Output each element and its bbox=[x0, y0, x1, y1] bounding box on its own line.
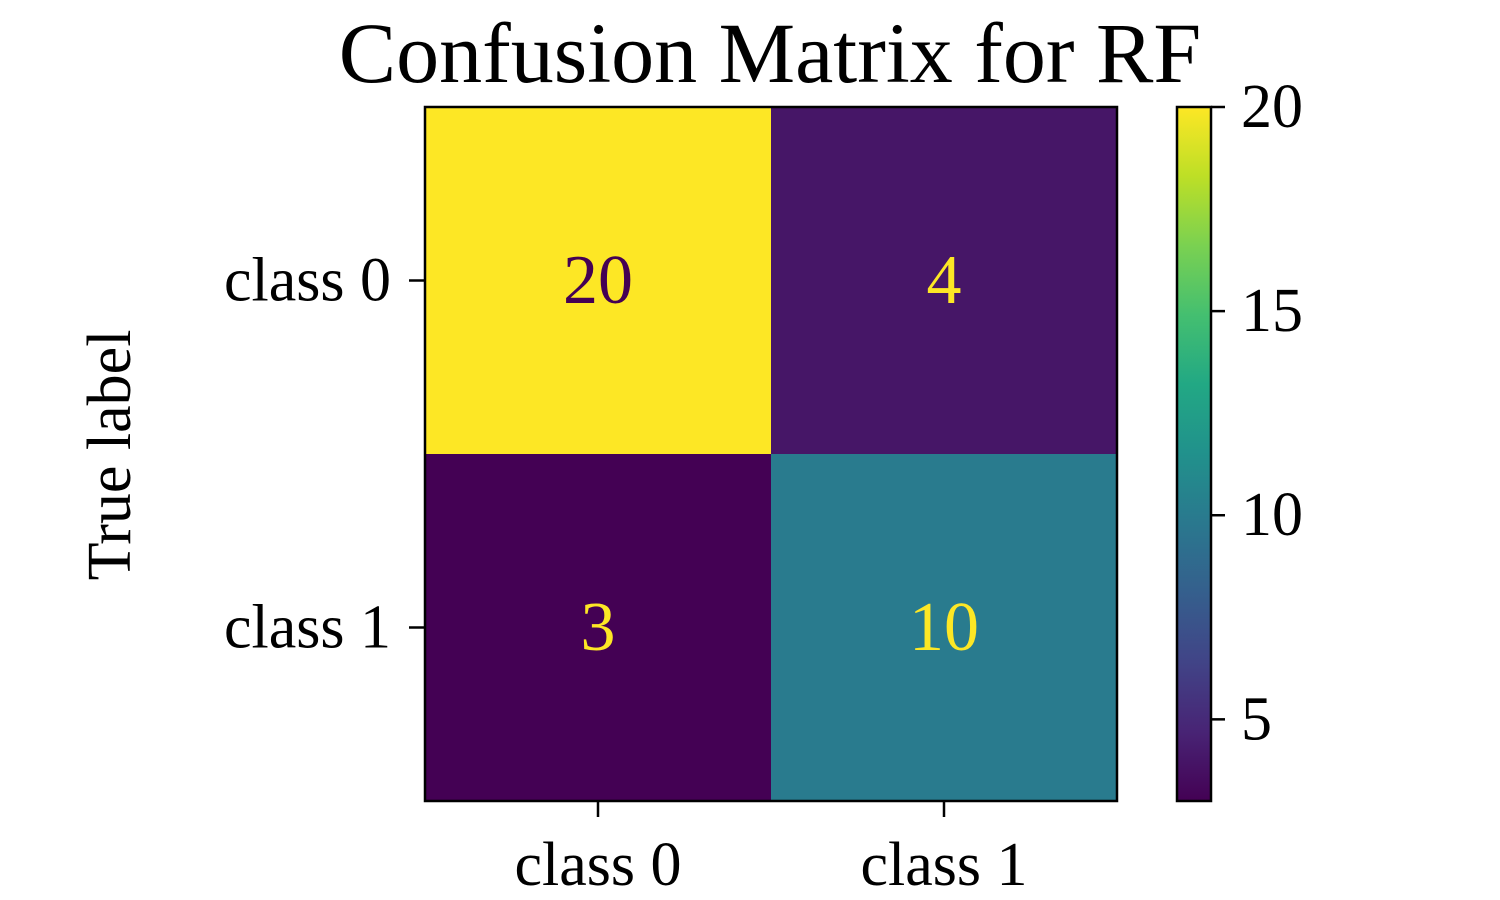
chart-title: Confusion Matrix for RF bbox=[339, 5, 1201, 101]
colorbar-tick-label-1: 10 bbox=[1241, 481, 1303, 549]
heatmap-cell-r1-c1 bbox=[771, 454, 1117, 801]
x-tick-label-1: class 1 bbox=[860, 831, 1027, 899]
x-tick-label-0: class 0 bbox=[514, 831, 681, 899]
plot-frame bbox=[423, 105, 1119, 803]
x-axis-ticks: class 0 class 1 bbox=[514, 801, 1028, 899]
heatmap-cells bbox=[425, 107, 1117, 801]
colorbar-tick-label-0: 5 bbox=[1241, 685, 1272, 753]
heatmap-cell-r0-c0 bbox=[425, 107, 771, 454]
cell-value-label-r0-c1: 4 bbox=[927, 242, 962, 319]
y-tick-label-1: class 1 bbox=[224, 594, 391, 662]
y-axis-label: True label bbox=[76, 330, 144, 581]
colorbar-tick-label-2: 15 bbox=[1241, 277, 1303, 345]
colorbar bbox=[1175, 105, 1213, 803]
colorbar-tick-label-3: 20 bbox=[1241, 73, 1303, 141]
y-tick-label-0: class 0 bbox=[224, 247, 391, 315]
cell-value-label-r1-c0: 3 bbox=[581, 589, 616, 666]
heatmap-cell-labels: 20 4 3 10 bbox=[563, 242, 979, 666]
cell-value-label-r0-c0: 20 bbox=[563, 242, 633, 319]
heatmap-cell-r1-c0 bbox=[425, 454, 771, 801]
colorbar-ticks: 5 10 15 20 bbox=[1211, 73, 1303, 753]
cell-value-label-r1-c1: 10 bbox=[909, 589, 979, 666]
y-axis-ticks: class 0 class 1 bbox=[224, 247, 425, 662]
heatmap-cell-r0-c1 bbox=[771, 107, 1117, 454]
